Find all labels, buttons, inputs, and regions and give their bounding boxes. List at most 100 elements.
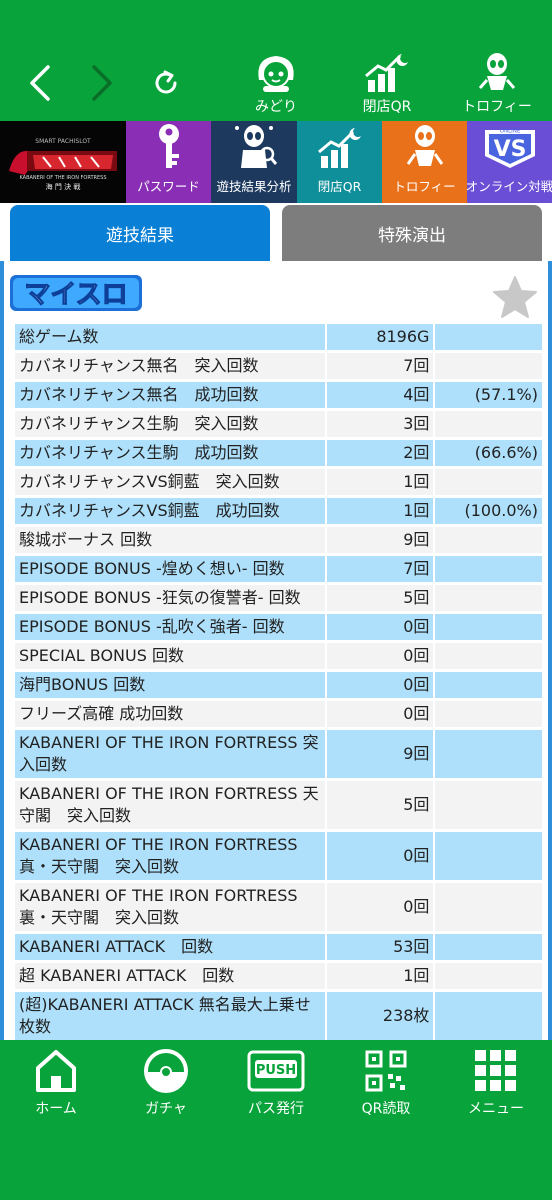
bottom-nav-gacha[interactable]: ガチャ [116, 1048, 216, 1158]
forward-button[interactable] [80, 58, 124, 108]
cell-gap [433, 781, 436, 829]
chart-moon-icon [365, 54, 408, 92]
stat-name: EPISODE BONUS -乱吹く強者- 回数 [15, 614, 326, 640]
stat-name: KABANERI OF THE IRON FORTRESS 真・天守閣 突入回数 [15, 832, 326, 880]
stat-extra [435, 527, 542, 553]
stats-row: 海門BONUS 回数 0回 [15, 672, 542, 698]
tile-online-battle[interactable]: ONLINE VS オンライン対戦 [465, 121, 552, 203]
stat-value: 0回 [327, 883, 434, 931]
cell-gap [325, 643, 328, 669]
tab-bar: 遊技結果 特殊演出 [0, 203, 552, 261]
cell-gap [433, 585, 436, 611]
svg-text:PUSH: PUSH [256, 1063, 296, 1078]
stats-row: カバネリチャンス生駒 成功回数 2回 (66.6%) [15, 440, 542, 466]
svg-text:VS: VS [493, 137, 526, 162]
stat-extra [435, 992, 542, 1040]
cell-gap [433, 614, 436, 640]
stat-name: EPISODE BONUS -煌めく想い- 回数 [15, 556, 326, 582]
stat-extra [435, 353, 542, 379]
bottom-nav-qr-label: QR読取 [361, 1101, 411, 1117]
bottom-nav: ホーム ガチャ PUSH パス発行 QR読取 [0, 1040, 552, 1200]
tile-online-battle-label: オンライン対戦 [465, 179, 552, 194]
stats-row: KABANERI OF THE IRON FORTRESS 真・天守閣 突入回数… [15, 832, 542, 880]
game-logo-tile[interactable]: SMART PACHISLOT KABANERI OF THE IRON FOR… [0, 121, 126, 203]
stat-name: 駿城ボーナス 回数 [15, 527, 326, 553]
tab-special-effects[interactable]: 特殊演出 [282, 205, 542, 261]
push-icon: PUSH [247, 1050, 305, 1092]
cell-gap [433, 832, 436, 880]
stat-extra [435, 883, 542, 931]
cell-gap [325, 701, 328, 727]
stat-value: 0回 [327, 832, 434, 880]
stat-extra [435, 963, 542, 989]
bottom-nav-home[interactable]: ホーム [6, 1048, 106, 1158]
menu-grid-icon [475, 1050, 516, 1091]
cell-gap [433, 324, 436, 350]
results-panel: マイスロ 総ゲーム数 8196G カバネリチャンス無名 突入回数 7回 カバネリチャンス… [0, 261, 552, 1040]
top-nav-closing-qr[interactable]: 閉店QR [342, 50, 432, 118]
home-icon [36, 1050, 76, 1092]
reload-icon [155, 70, 177, 94]
stat-extra [435, 832, 542, 880]
bottom-nav-pass-label: パス発行 [248, 1101, 304, 1117]
tile-result-analysis[interactable]: 遊技結果分析 [211, 121, 297, 203]
stat-extra [435, 614, 542, 640]
tile-trophy[interactable]: トロフィー [382, 121, 467, 203]
stat-extra [435, 643, 542, 669]
cell-gap [433, 701, 436, 727]
stats-row: (超)KABANERI ATTACK 無名最大上乗せ枚数 238枚 [15, 992, 542, 1040]
svg-text:海 門 決 戦: 海 門 決 戦 [46, 182, 81, 191]
cell-gap [325, 382, 328, 408]
stat-value: 8196G [327, 324, 434, 350]
cell-gap [325, 527, 328, 553]
stat-name: KABANERI OF THE IRON FORTRESS 天守閣 突入回数 [15, 781, 326, 829]
cell-gap [433, 440, 436, 466]
bottom-nav-pass[interactable]: PUSH パス発行 [226, 1048, 326, 1158]
reload-button[interactable] [144, 58, 188, 108]
cell-gap [433, 963, 436, 989]
stats-row: 超 KABANERI ATTACK 回数 1回 [15, 963, 542, 989]
top-nav-midori-label: みどり [255, 99, 297, 115]
stat-value: 4回 [327, 382, 434, 408]
cell-gap [433, 353, 436, 379]
cell-gap [325, 781, 328, 829]
tile-closing-qr-label: 閉店QR [317, 179, 362, 194]
cell-gap [325, 832, 328, 880]
favorite-star-icon[interactable] [492, 275, 538, 319]
cell-gap [325, 324, 328, 350]
game-logo: SMART PACHISLOT KABANERI OF THE IRON FOR… [3, 131, 123, 193]
stat-extra [435, 781, 542, 829]
cell-gap [433, 643, 436, 669]
stats-row: フリーズ高確 成功回数 0回 [15, 701, 542, 727]
tile-password[interactable]: パスワード [126, 121, 211, 203]
stats-row: EPISODE BONUS -煌めく想い- 回数 7回 [15, 556, 542, 582]
bottom-nav-qr[interactable]: QR読取 [336, 1048, 436, 1158]
stats-row: カバネリチャンス生駒 突入回数 3回 [15, 411, 542, 437]
cell-gap [325, 614, 328, 640]
tile-result-analysis-label: 遊技結果分析 [216, 179, 292, 194]
stat-value: 5回 [327, 781, 434, 829]
stat-name: (超)KABANERI ATTACK 無名最大上乗せ枚数 [15, 992, 326, 1040]
stats-row: カバネリチャンス無名 突入回数 7回 [15, 353, 542, 379]
stat-name: カバネリチャンスVS銅藍 成功回数 [15, 498, 326, 524]
cell-gap [325, 498, 328, 524]
tab-play-results[interactable]: 遊技結果 [10, 205, 270, 261]
svg-text:マイスロ: マイスロ [24, 280, 127, 310]
cell-gap [433, 883, 436, 931]
stat-name: カバネリチャンスVS銅藍 突入回数 [15, 469, 326, 495]
back-button[interactable] [18, 58, 62, 108]
svg-text:SMART PACHISLOT: SMART PACHISLOT [35, 138, 91, 145]
bottom-nav-menu-label: メニュー [468, 1101, 524, 1117]
top-nav-midori[interactable]: みどり [231, 50, 321, 118]
stats-row: カバネリチャンス無名 成功回数 4回 (57.1%) [15, 382, 542, 408]
top-nav-trophy[interactable]: トロフィー [452, 50, 542, 118]
myslo-logo: マイスロ [10, 275, 142, 311]
cell-gap [325, 440, 328, 466]
stat-extra: (57.1%) [435, 382, 542, 408]
stat-name: カバネリチャンス無名 突入回数 [15, 353, 326, 379]
stat-extra [435, 934, 542, 960]
tile-closing-qr[interactable]: 閉店QR [297, 121, 382, 203]
stat-name: KABANERI OF THE IRON FORTRESS 裏・天守閣 突入回数 [15, 883, 326, 931]
stat-value: 7回 [327, 556, 434, 582]
bottom-nav-menu[interactable]: メニュー [446, 1048, 546, 1158]
